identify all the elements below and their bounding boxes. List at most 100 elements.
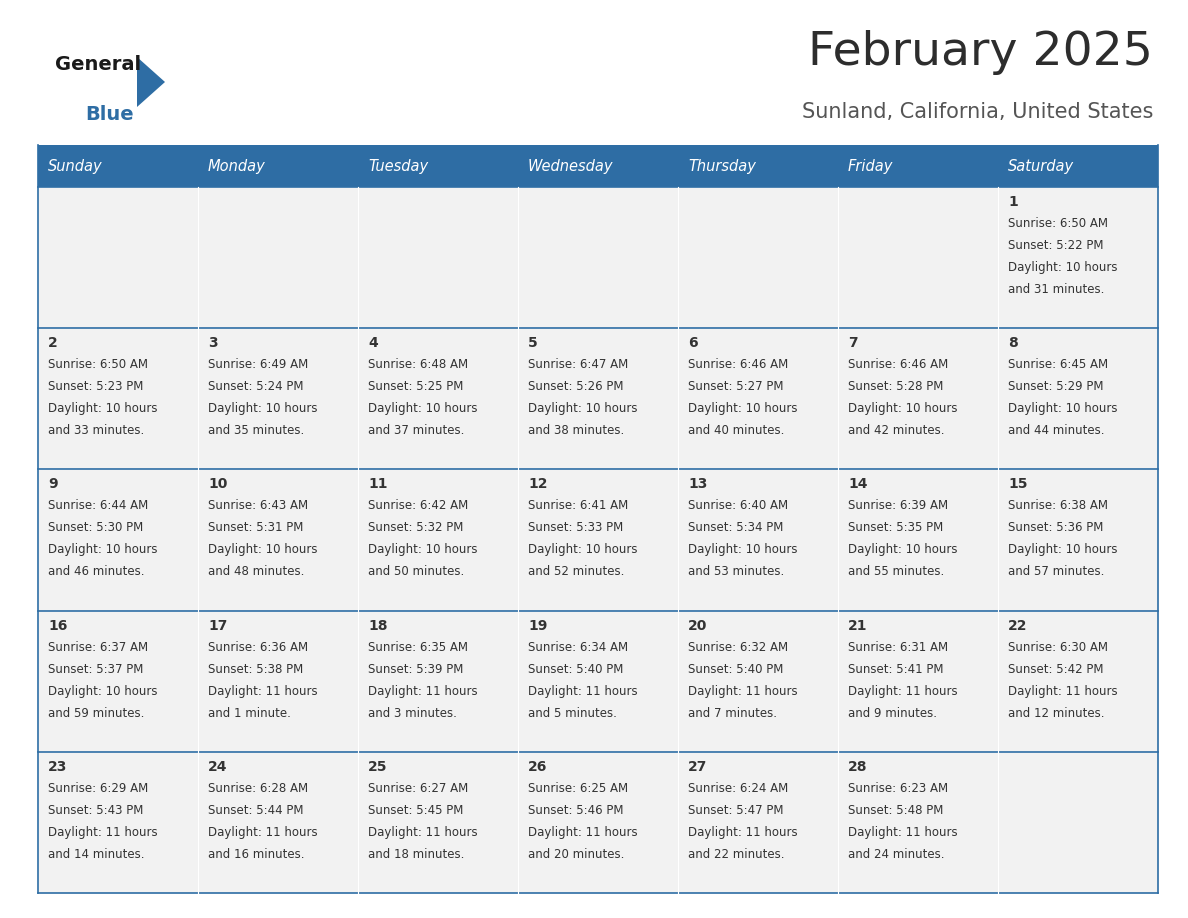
Bar [838,469,998,610]
Bar [678,610,838,752]
Text: and 40 minutes.: and 40 minutes. [688,424,784,437]
Text: Sunset: 5:37 PM: Sunset: 5:37 PM [48,663,144,676]
Text: Daylight: 10 hours: Daylight: 10 hours [1007,402,1118,415]
Text: Sunrise: 6:37 AM: Sunrise: 6:37 AM [48,641,148,654]
Text: Sunset: 5:32 PM: Sunset: 5:32 PM [368,521,463,534]
Text: Sunset: 5:25 PM: Sunset: 5:25 PM [368,380,463,393]
Text: Sunset: 5:46 PM: Sunset: 5:46 PM [527,804,624,817]
Text: 9: 9 [48,477,58,491]
Text: Daylight: 11 hours: Daylight: 11 hours [527,826,638,839]
Bar [998,610,1158,752]
Text: Sunrise: 6:49 AM: Sunrise: 6:49 AM [208,358,308,371]
Text: Daylight: 11 hours: Daylight: 11 hours [208,685,317,698]
Text: Daylight: 11 hours: Daylight: 11 hours [848,826,958,839]
Text: Daylight: 10 hours: Daylight: 10 hours [688,402,797,415]
Text: 25: 25 [368,760,387,774]
Text: and 9 minutes.: and 9 minutes. [848,707,937,720]
Text: and 18 minutes.: and 18 minutes. [368,848,465,861]
Text: Sunset: 5:41 PM: Sunset: 5:41 PM [848,663,943,676]
Text: Daylight: 10 hours: Daylight: 10 hours [1007,543,1118,556]
Text: Sunset: 5:26 PM: Sunset: 5:26 PM [527,380,624,393]
Text: and 33 minutes.: and 33 minutes. [48,424,144,437]
Text: Sunday: Sunday [48,159,102,174]
Text: Monday: Monday [208,159,266,174]
Text: 14: 14 [848,477,867,491]
Bar [198,469,358,610]
Bar [838,610,998,752]
Text: Daylight: 11 hours: Daylight: 11 hours [1007,685,1118,698]
Text: and 44 minutes.: and 44 minutes. [1007,424,1105,437]
Text: 2: 2 [48,336,58,350]
Bar [518,469,678,610]
Text: Sunrise: 6:36 AM: Sunrise: 6:36 AM [208,641,308,654]
Bar [678,329,838,469]
Text: Sunset: 5:43 PM: Sunset: 5:43 PM [48,804,144,817]
Text: and 35 minutes.: and 35 minutes. [208,424,304,437]
Text: and 59 minutes.: and 59 minutes. [48,707,145,720]
Text: and 53 minutes.: and 53 minutes. [688,565,784,578]
Text: and 12 minutes.: and 12 minutes. [1007,707,1105,720]
Text: 21: 21 [848,619,867,633]
Text: Sunrise: 6:43 AM: Sunrise: 6:43 AM [208,499,308,512]
Polygon shape [137,57,165,107]
Bar [38,187,198,329]
Text: Daylight: 10 hours: Daylight: 10 hours [527,402,638,415]
Bar [678,469,838,610]
Bar [198,187,358,329]
Text: Daylight: 10 hours: Daylight: 10 hours [1007,261,1118,274]
Text: and 42 minutes.: and 42 minutes. [848,424,944,437]
Text: Sunrise: 6:45 AM: Sunrise: 6:45 AM [1007,358,1108,371]
Text: and 24 minutes.: and 24 minutes. [848,848,944,861]
Text: Daylight: 10 hours: Daylight: 10 hours [848,402,958,415]
Text: and 55 minutes.: and 55 minutes. [848,565,944,578]
Text: and 52 minutes.: and 52 minutes. [527,565,625,578]
Text: Sunrise: 6:30 AM: Sunrise: 6:30 AM [1007,641,1108,654]
Text: Daylight: 10 hours: Daylight: 10 hours [48,402,158,415]
Text: 1: 1 [1007,195,1018,209]
Bar [518,187,678,329]
Text: Daylight: 11 hours: Daylight: 11 hours [688,685,797,698]
Text: and 7 minutes.: and 7 minutes. [688,707,777,720]
Text: and 48 minutes.: and 48 minutes. [208,565,304,578]
Bar [358,610,518,752]
Text: Daylight: 10 hours: Daylight: 10 hours [368,543,478,556]
Text: Sunrise: 6:27 AM: Sunrise: 6:27 AM [368,782,468,795]
Text: and 3 minutes.: and 3 minutes. [368,707,457,720]
Text: Daylight: 10 hours: Daylight: 10 hours [48,543,158,556]
Text: Sunset: 5:33 PM: Sunset: 5:33 PM [527,521,624,534]
Bar [998,752,1158,893]
Text: Daylight: 10 hours: Daylight: 10 hours [48,685,158,698]
Text: and 22 minutes.: and 22 minutes. [688,848,784,861]
Text: Sunrise: 6:41 AM: Sunrise: 6:41 AM [527,499,628,512]
Text: and 50 minutes.: and 50 minutes. [368,565,465,578]
Text: and 46 minutes.: and 46 minutes. [48,565,145,578]
Text: Daylight: 11 hours: Daylight: 11 hours [368,826,478,839]
Text: 28: 28 [848,760,867,774]
Text: Sunrise: 6:50 AM: Sunrise: 6:50 AM [1007,217,1108,230]
Text: Thursday: Thursday [688,159,756,174]
Text: Sunrise: 6:24 AM: Sunrise: 6:24 AM [688,782,789,795]
Text: Sunset: 5:40 PM: Sunset: 5:40 PM [527,663,624,676]
Text: and 37 minutes.: and 37 minutes. [368,424,465,437]
Text: Sunset: 5:42 PM: Sunset: 5:42 PM [1007,663,1104,676]
Text: Sunrise: 6:46 AM: Sunrise: 6:46 AM [848,358,948,371]
Bar [198,610,358,752]
Text: Sunset: 5:38 PM: Sunset: 5:38 PM [208,663,303,676]
Text: 20: 20 [688,619,707,633]
Text: Sunrise: 6:28 AM: Sunrise: 6:28 AM [208,782,308,795]
Text: Daylight: 11 hours: Daylight: 11 hours [208,826,317,839]
Text: 11: 11 [368,477,387,491]
Text: Sunrise: 6:40 AM: Sunrise: 6:40 AM [688,499,788,512]
Text: Sunset: 5:22 PM: Sunset: 5:22 PM [1007,239,1104,252]
Text: 16: 16 [48,619,68,633]
Bar [198,329,358,469]
Bar [518,329,678,469]
Text: 4: 4 [368,336,378,350]
Text: and 5 minutes.: and 5 minutes. [527,707,617,720]
Text: 24: 24 [208,760,227,774]
Text: 12: 12 [527,477,548,491]
Text: Sunset: 5:23 PM: Sunset: 5:23 PM [48,380,144,393]
Text: Daylight: 10 hours: Daylight: 10 hours [848,543,958,556]
Text: Sunrise: 6:25 AM: Sunrise: 6:25 AM [527,782,628,795]
Text: Sunset: 5:27 PM: Sunset: 5:27 PM [688,380,784,393]
